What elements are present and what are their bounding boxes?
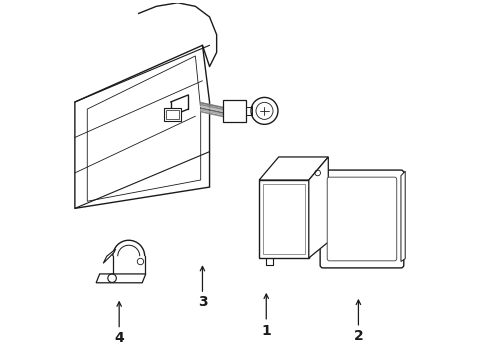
Polygon shape: [75, 45, 210, 208]
Bar: [164, 108, 181, 121]
Text: 4: 4: [114, 331, 124, 345]
Text: 2: 2: [354, 329, 363, 343]
Polygon shape: [259, 180, 309, 258]
Bar: [166, 110, 179, 119]
Polygon shape: [401, 171, 405, 261]
Text: 1: 1: [261, 324, 271, 338]
Polygon shape: [87, 56, 201, 201]
Text: 3: 3: [197, 295, 207, 309]
FancyBboxPatch shape: [223, 100, 245, 122]
Polygon shape: [103, 249, 116, 263]
Polygon shape: [309, 157, 328, 258]
FancyBboxPatch shape: [327, 177, 397, 261]
FancyBboxPatch shape: [320, 170, 404, 268]
Polygon shape: [259, 157, 328, 180]
Bar: [263, 184, 305, 255]
Polygon shape: [96, 274, 146, 283]
